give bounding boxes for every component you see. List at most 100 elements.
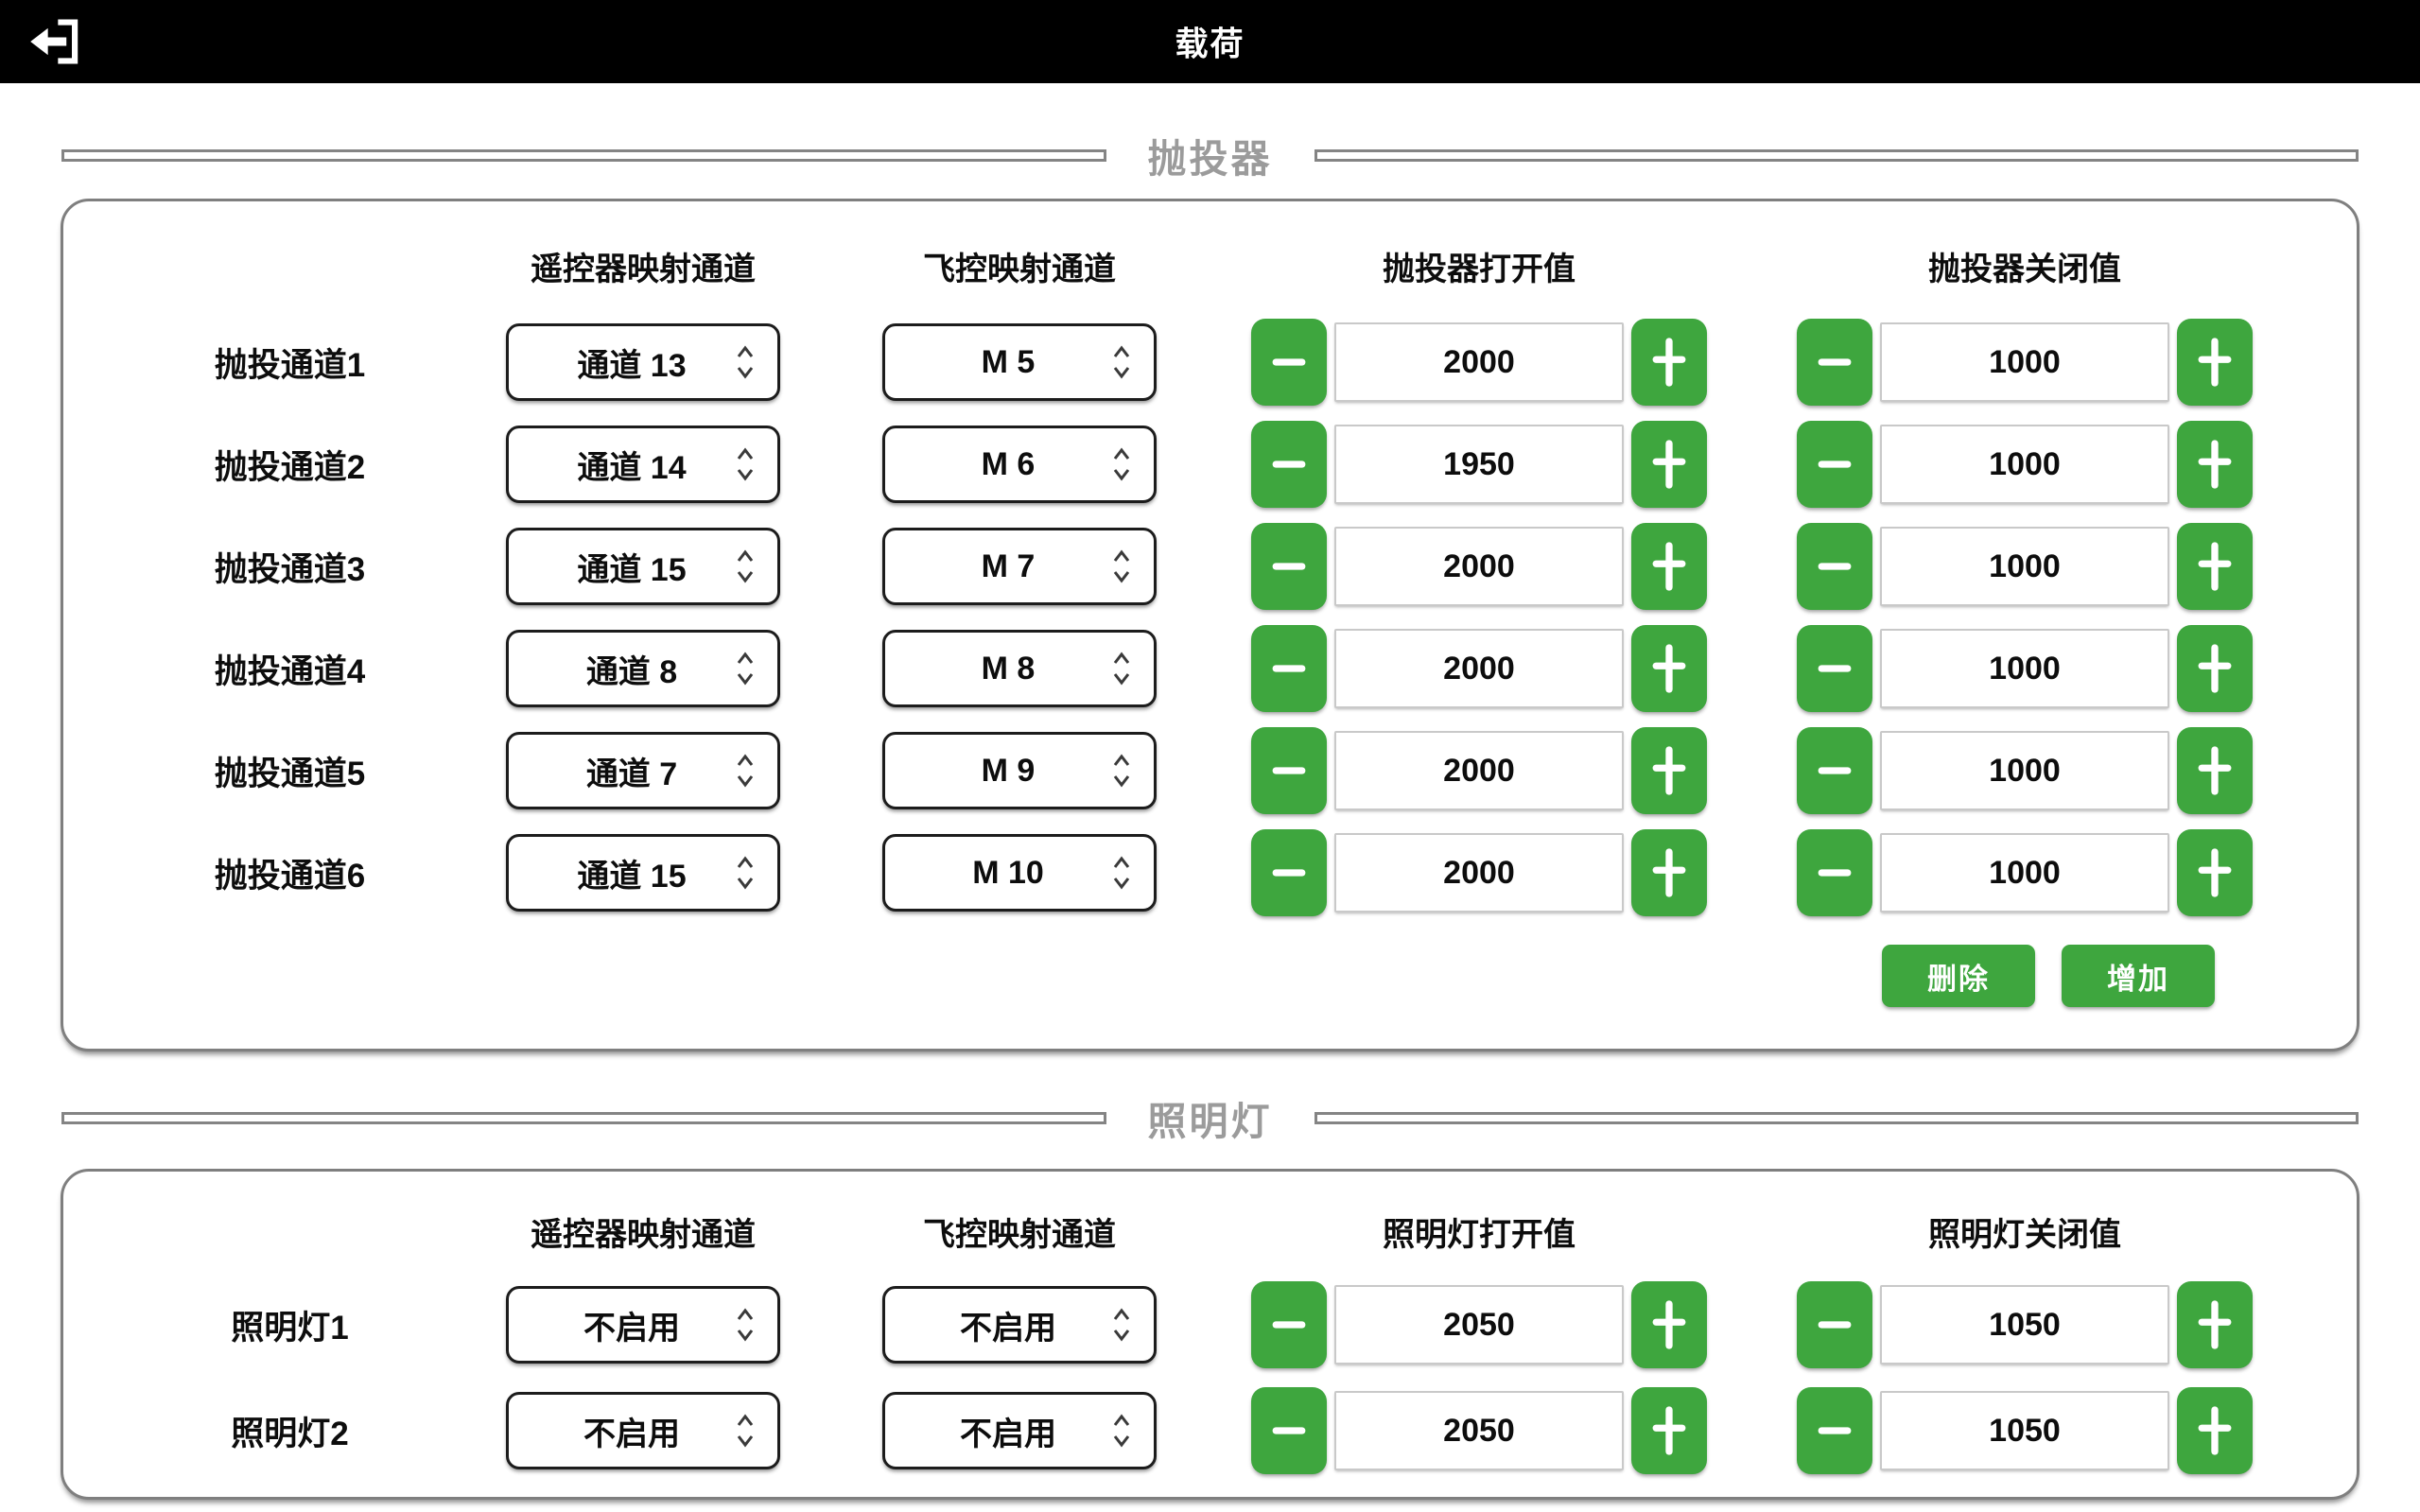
chevron-updown-icon (737, 345, 754, 379)
increase-button[interactable] (1631, 1281, 1707, 1368)
row-label: 抛投通道2 (214, 448, 366, 486)
chevron-updown-icon (737, 549, 754, 583)
column-header-open-value: 抛投器打开值 (1383, 251, 1576, 287)
rc-channel-select[interactable]: 通道 14 (506, 426, 780, 503)
decrease-button[interactable] (1251, 829, 1327, 916)
fc-channel-select[interactable]: M 10 (882, 834, 1157, 912)
open-value-input[interactable] (1334, 322, 1624, 402)
heading-rule-right (1314, 1111, 2359, 1124)
column-header-fc-channel: 飞控映射通道 (923, 1216, 1116, 1253)
fc-channel-select[interactable]: M 7 (882, 528, 1157, 605)
decrease-button[interactable] (1251, 1387, 1327, 1474)
increase-button[interactable] (2177, 625, 2253, 712)
decrease-button[interactable] (1797, 625, 1872, 712)
row-label: 抛投通道1 (214, 346, 366, 384)
rc-channel-select[interactable]: 通道 7 (506, 732, 780, 809)
rc-channel-select[interactable]: 通道 8 (506, 630, 780, 707)
chevron-updown-icon (1113, 1414, 1130, 1448)
table-row: 抛投通道4 通道 8 M 8 (74, 617, 2357, 720)
rc-channel-select[interactable]: 通道 15 (506, 528, 780, 605)
minus-icon (1272, 358, 1306, 366)
fc-channel-select[interactable]: M 6 (882, 426, 1157, 503)
increase-button[interactable] (2177, 421, 2253, 508)
decrease-button[interactable] (1797, 421, 1872, 508)
minus-icon (1818, 1321, 1852, 1329)
close-value-input[interactable] (1880, 1391, 2169, 1470)
open-value-input[interactable] (1334, 629, 1624, 708)
page-title: 载荷 (1175, 26, 1245, 63)
decrease-button[interactable] (1251, 625, 1327, 712)
increase-button[interactable] (2177, 319, 2253, 406)
rc-channel-select[interactable]: 通道 15 (506, 834, 780, 912)
fc-channel-select[interactable]: M 9 (882, 732, 1157, 809)
increase-button[interactable] (1631, 523, 1707, 610)
open-value-input[interactable] (1334, 833, 1624, 912)
close-value-input[interactable] (1880, 1285, 2169, 1364)
increase-button[interactable] (1631, 727, 1707, 814)
decrease-button[interactable] (1797, 1387, 1872, 1474)
open-value-input[interactable] (1334, 731, 1624, 810)
decrease-button[interactable] (1251, 727, 1327, 814)
plus-icon (2198, 338, 2232, 387)
open-value-input[interactable] (1334, 527, 1624, 606)
increase-button[interactable] (1631, 319, 1707, 406)
row-label: 抛投通道5 (214, 755, 366, 792)
close-value-input[interactable] (1880, 731, 2169, 810)
minus-icon (1272, 461, 1306, 468)
rc-channel-select[interactable]: 不启用 (506, 1392, 780, 1469)
section-title: 照明灯 (1147, 1100, 1273, 1143)
decrease-button[interactable] (1251, 523, 1327, 610)
select-value: 通道 13 (577, 347, 687, 384)
delete-button[interactable]: 删除 (1882, 945, 2035, 1007)
decrease-button[interactable] (1251, 1281, 1327, 1368)
increase-button[interactable] (1631, 1387, 1707, 1474)
column-header-open-value: 照明灯打开值 (1383, 1216, 1576, 1253)
open-value-input[interactable] (1334, 1391, 1624, 1470)
close-value-input[interactable] (1880, 527, 2169, 606)
decrease-button[interactable] (1251, 421, 1327, 508)
increase-button[interactable] (1631, 421, 1707, 508)
chevron-updown-icon (737, 754, 754, 788)
increase-button[interactable] (1631, 829, 1707, 916)
plus-icon (1652, 1300, 1686, 1349)
select-value: 通道 7 (585, 756, 678, 792)
fc-channel-select[interactable]: M 5 (882, 323, 1157, 401)
back-button[interactable] (17, 13, 89, 70)
decrease-button[interactable] (1797, 319, 1872, 406)
chevron-updown-icon (1113, 856, 1130, 890)
rc-channel-select[interactable]: 不启用 (506, 1286, 780, 1364)
table-row: 抛投通道2 通道 14 M 6 (74, 413, 2357, 515)
increase-button[interactable] (2177, 829, 2253, 916)
close-value-input[interactable] (1880, 425, 2169, 504)
chevron-updown-icon (737, 1414, 754, 1448)
fc-channel-select[interactable]: M 8 (882, 630, 1157, 707)
increase-button[interactable] (1631, 625, 1707, 712)
increase-button[interactable] (2177, 727, 2253, 814)
select-value: M 7 (981, 547, 1036, 584)
fc-channel-select[interactable]: 不启用 (882, 1392, 1157, 1469)
close-value-input[interactable] (1880, 322, 2169, 402)
minus-icon (1818, 1427, 1852, 1434)
rc-channel-select[interactable]: 通道 13 (506, 323, 780, 401)
column-header-rc-channel: 遥控器映射通道 (531, 1216, 756, 1253)
decrease-button[interactable] (1797, 727, 1872, 814)
decrease-button[interactable] (1797, 829, 1872, 916)
increase-button[interactable] (2177, 1281, 2253, 1368)
add-button[interactable]: 增加 (2062, 945, 2215, 1007)
close-value-input[interactable] (1880, 833, 2169, 912)
open-value-input[interactable] (1334, 425, 1624, 504)
section-heading-thrower: 抛投器 (61, 127, 2359, 183)
column-header-row: 遥控器映射通道 飞控映射通道 抛投器打开值 抛投器关闭值 (74, 220, 2357, 311)
decrease-button[interactable] (1251, 319, 1327, 406)
heading-rule-right (1314, 148, 2359, 162)
fc-channel-select[interactable]: 不启用 (882, 1286, 1157, 1364)
select-value: 通道 15 (577, 858, 687, 895)
increase-button[interactable] (2177, 523, 2253, 610)
plus-icon (1652, 440, 1686, 489)
decrease-button[interactable] (1797, 523, 1872, 610)
decrease-button[interactable] (1797, 1281, 1872, 1368)
increase-button[interactable] (2177, 1387, 2253, 1474)
close-value-input[interactable] (1880, 629, 2169, 708)
open-value-input[interactable] (1334, 1285, 1624, 1364)
chevron-updown-icon (737, 856, 754, 890)
